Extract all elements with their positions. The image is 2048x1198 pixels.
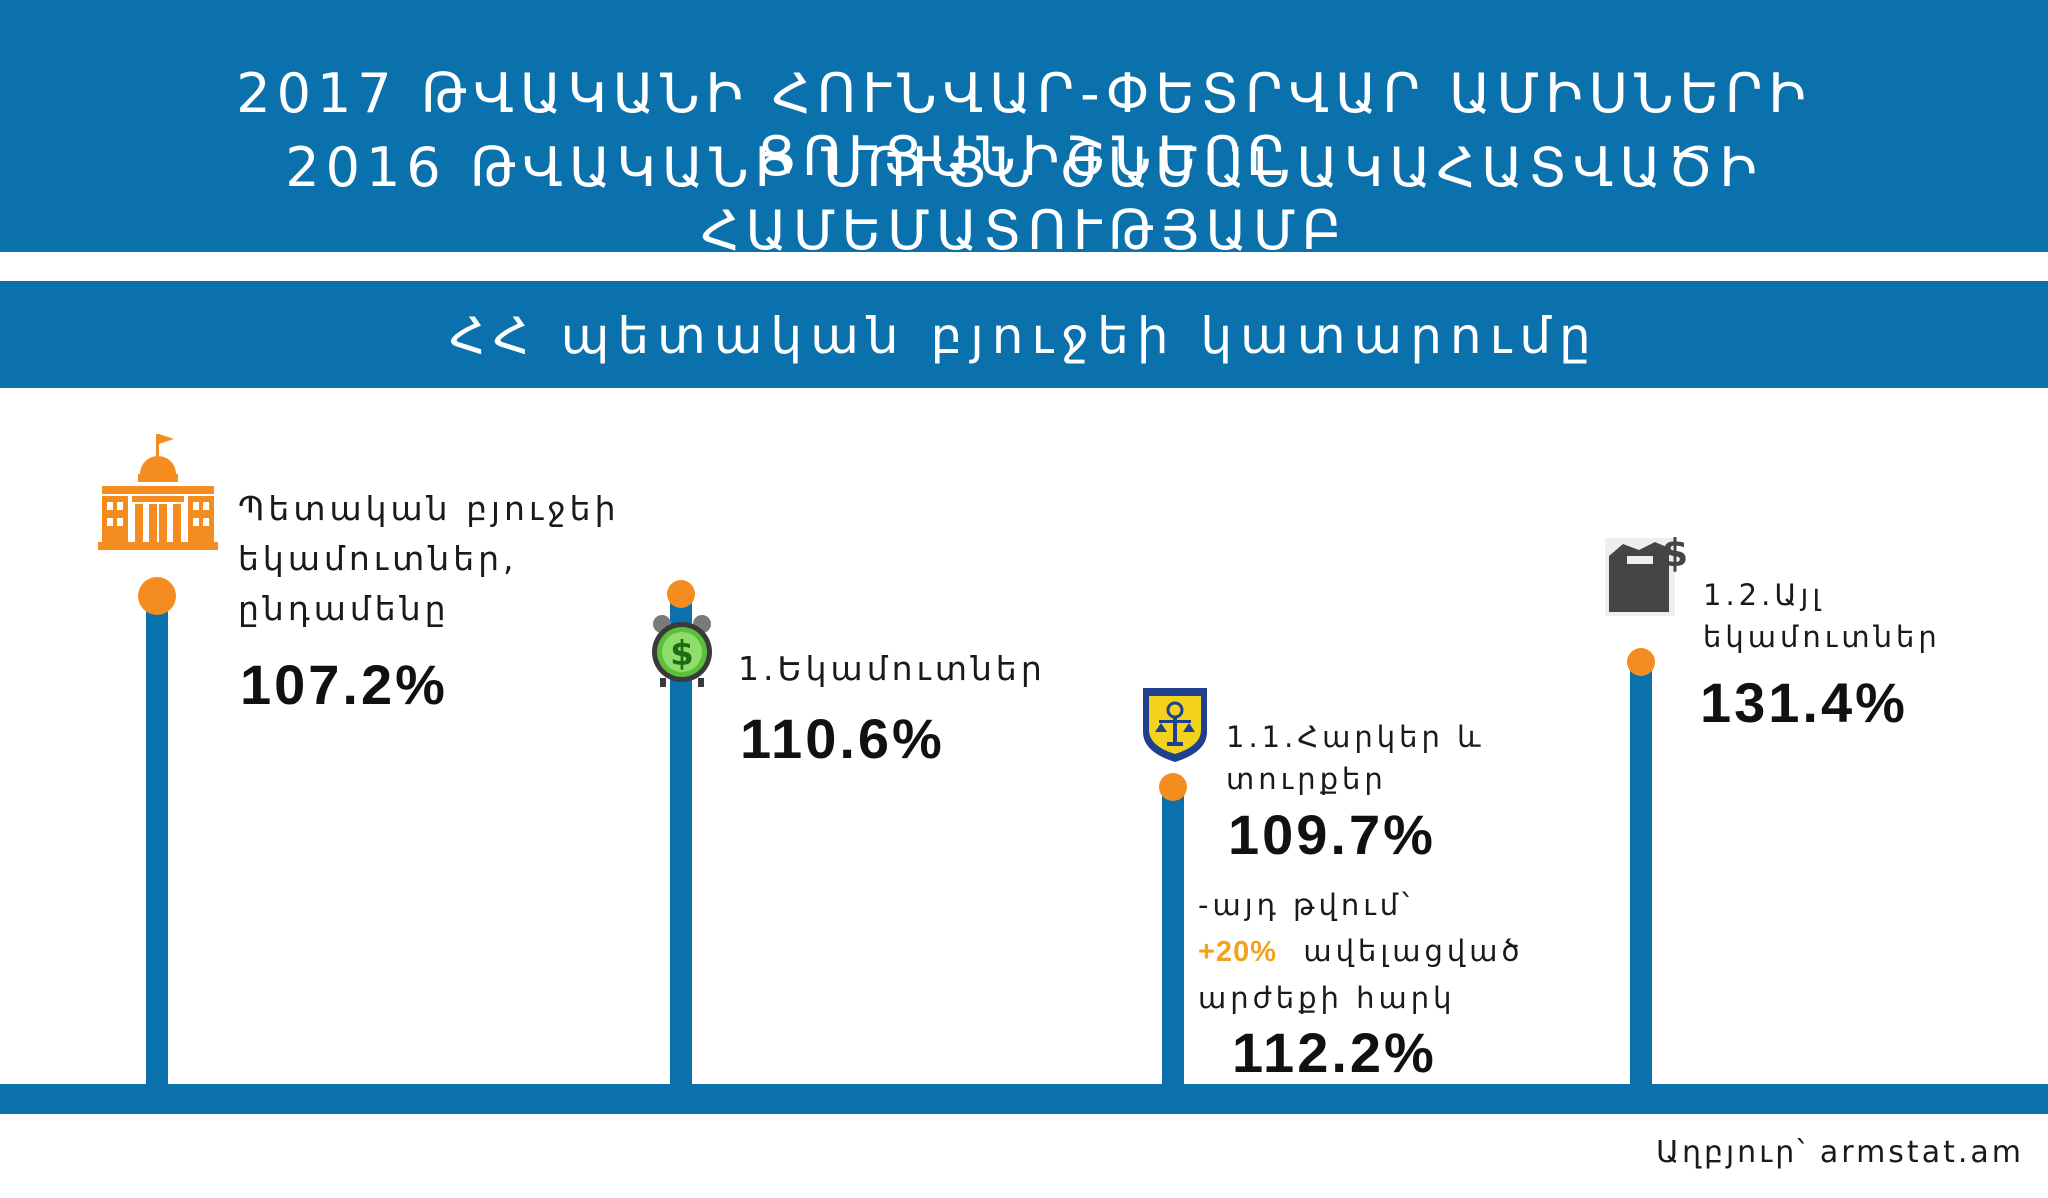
item-value: 131.4%	[1700, 671, 1908, 734]
subtitle-banner: ՀՀ պետական բյուջեի կատարումը	[0, 281, 2048, 388]
vat-note-line-3: արժեքի հարկ	[1198, 981, 1456, 1015]
vat-note: -այդ թվում՝ +20% ավելացված արժեքի հարկ	[1198, 882, 1524, 1021]
government-building-icon	[98, 434, 218, 550]
vat-highlight: +20%	[1198, 936, 1277, 968]
item-value: 107.2%	[240, 653, 448, 716]
bar-dot	[1627, 648, 1655, 676]
money-clock-icon: $	[652, 615, 712, 687]
source-credit: Աղբյուր՝ armstat.am	[1655, 1135, 2024, 1170]
bar-dot	[138, 577, 176, 615]
item-label: Պետական բյուջեի եկամուտներ, ընդամենը	[238, 489, 620, 628]
item-value: 109.7%	[1228, 803, 1436, 866]
item-label: 1.2.Այլ եկամուտներ	[1703, 578, 1941, 654]
bar-dot	[667, 580, 695, 608]
timeline-baseline	[0, 1084, 2048, 1114]
bar-dot	[1159, 773, 1187, 801]
bar-stem	[670, 594, 692, 1084]
tax-emblem-icon	[1143, 688, 1207, 762]
svg-text:$: $	[1662, 532, 1688, 575]
subtitle: ՀՀ պետական բյուջեի կատարումը	[449, 307, 1599, 365]
title-banner: 2017 ԹՎԱԿԱՆԻ ՀՈՒՆՎԱՐ-ՓԵՏՐՎԱՐ ԱՄԻՍՆԵՐԻ ՑՈ…	[0, 0, 2048, 262]
title-line-2: 2016 ԹՎԱԿԱՆԻ ՆՈՒՅՆ ԺԱՄԱՆԱԿԱՀԱՏՎԱԾԻ ՀԱՄԵՄ…	[285, 136, 1763, 262]
bar-stem	[1162, 787, 1184, 1084]
vat-note-line-2: +20% ավելացված	[1198, 934, 1524, 968]
vat-value: 112.2%	[1232, 1021, 1437, 1084]
bar-stem	[1630, 662, 1652, 1084]
title-line-1: 2017 ԹՎԱԿԱՆԻ ՀՈՒՆՎԱՐ-ՓԵՏՐՎԱՐ ԱՄԻՍՆԵՐԻ ՑՈ…	[236, 62, 1812, 188]
item-label: 1.Եկամուտներ	[738, 649, 1046, 688]
bar-stem	[146, 596, 168, 1084]
svg-text:$: $	[670, 634, 694, 674]
box-dollar-icon: $	[1605, 532, 1688, 616]
item-value: 110.6%	[740, 707, 945, 770]
vat-note-line-1: -այդ թվում՝	[1198, 888, 1414, 922]
item-label: 1.1.Հարկեր և տուրքեր	[1226, 720, 1485, 796]
